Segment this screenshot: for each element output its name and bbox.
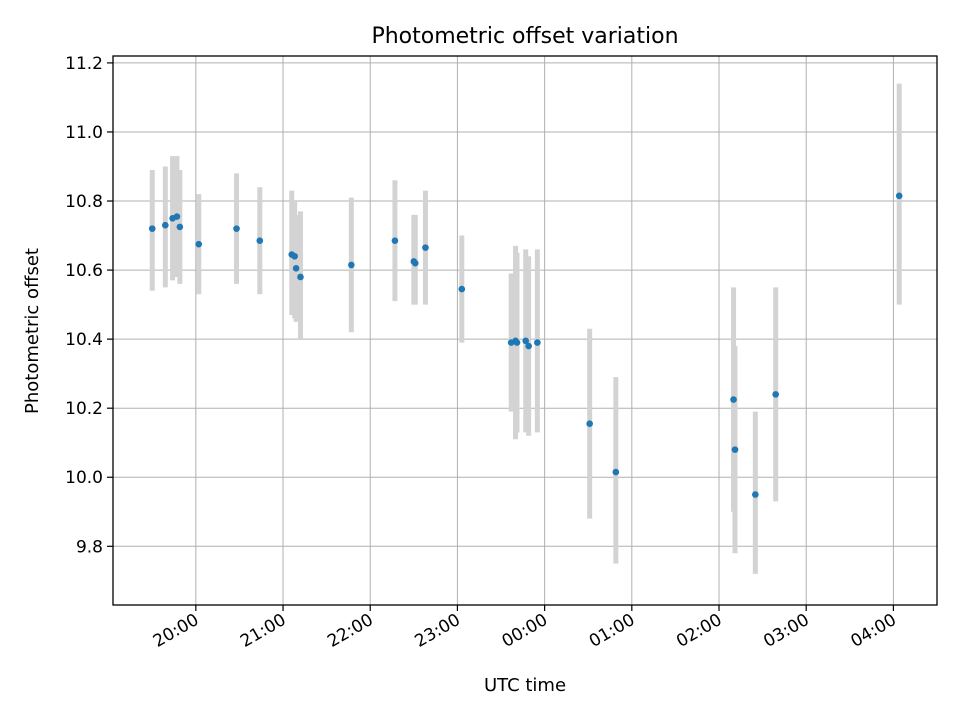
y-tick-label: 10.4	[65, 330, 103, 350]
y-tick-label: 10.8	[65, 192, 103, 212]
data-point	[772, 391, 779, 398]
data-point	[731, 446, 739, 453]
data-point	[148, 225, 156, 232]
y-tick-label: 11.0	[65, 123, 103, 143]
data-point	[256, 237, 264, 245]
data-point	[513, 339, 521, 346]
y-tick-label: 9.8	[76, 537, 103, 557]
plot-frame	[112, 55, 938, 606]
data-point	[391, 237, 399, 245]
chart-title: Photometric offset variation	[371, 24, 678, 49]
data-point	[292, 265, 300, 272]
x-tick-label: 00:00	[499, 610, 551, 652]
x-tick-label: 03:00	[760, 610, 812, 652]
x-tick-label: 01:00	[586, 610, 638, 652]
data-point	[195, 240, 203, 248]
x-tick-label: 22:00	[324, 610, 376, 652]
data-point	[752, 491, 759, 498]
data-point	[586, 420, 593, 428]
y-axis-label: Photometric offset	[22, 248, 43, 414]
y-tick-label: 10.6	[65, 261, 103, 281]
data-point	[458, 285, 466, 293]
data-point	[162, 221, 169, 229]
data-point	[297, 273, 304, 281]
data-point	[176, 223, 184, 231]
data-point	[348, 261, 355, 269]
y-tick-label: 11.2	[65, 54, 103, 74]
data-point	[291, 252, 298, 260]
error-bars	[149, 83, 902, 574]
x-tick-label: 23:00	[411, 610, 463, 652]
data-point	[534, 339, 541, 346]
data-point	[233, 225, 240, 232]
data-point	[411, 259, 419, 267]
data-point	[730, 396, 737, 403]
data-point	[173, 213, 181, 220]
data-point	[612, 468, 620, 476]
x-tick-label: 02:00	[673, 610, 725, 652]
data-point	[522, 337, 530, 345]
y-tick-label: 10.0	[65, 468, 103, 488]
data-point	[895, 192, 903, 200]
x-tick-label: 20:00	[150, 610, 202, 652]
data-point	[422, 244, 429, 251]
x-tick-label: 04:00	[847, 610, 899, 652]
y-tick-label: 10.2	[65, 399, 103, 419]
x-axis-label: UTC time	[484, 675, 566, 696]
x-tick-label: 21:00	[237, 610, 289, 652]
data-points	[148, 192, 903, 498]
data-point	[525, 342, 532, 350]
